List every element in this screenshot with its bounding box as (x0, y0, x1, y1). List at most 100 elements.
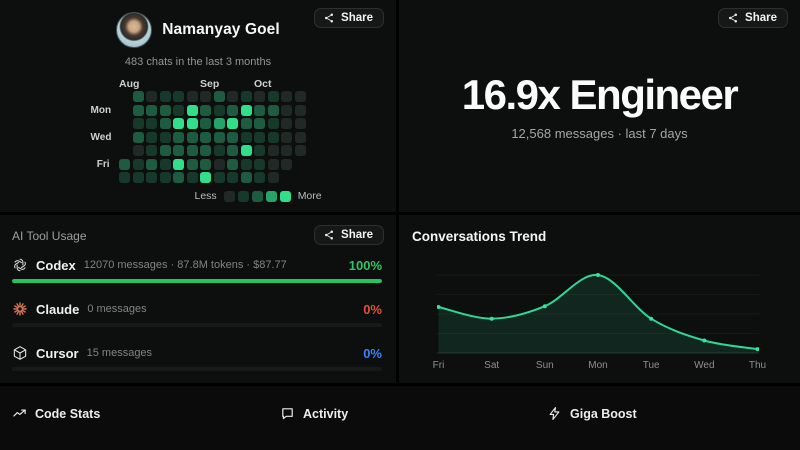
heatmap-cell[interactable] (200, 145, 211, 156)
heatmap-cell[interactable] (186, 172, 198, 183)
heatmap-cell[interactable] (146, 145, 157, 156)
heatmap-cell[interactable] (267, 118, 279, 129)
heatmap-cell[interactable] (186, 104, 198, 116)
heatmap-cell[interactable] (267, 172, 279, 183)
heatmap-cell[interactable] (254, 118, 265, 129)
heatmap-cell[interactable] (213, 118, 225, 129)
heatmap-cell[interactable] (173, 91, 184, 102)
share-button[interactable]: Share (718, 8, 788, 28)
heatmap-cell[interactable] (173, 104, 184, 116)
heatmap-cell[interactable] (281, 104, 292, 116)
heatmap-month-labels: Aug Sep Oct (91, 78, 306, 91)
heatmap-cell[interactable] (227, 91, 238, 102)
heatmap-cell[interactable] (132, 118, 144, 129)
heatmap-cell[interactable] (186, 91, 198, 102)
heatmap-cell[interactable] (267, 145, 279, 156)
heatmap-cell[interactable] (186, 158, 198, 170)
heatmap-cell[interactable] (186, 131, 198, 143)
heatmap-cell[interactable] (267, 158, 279, 170)
heatmap-cell[interactable] (146, 118, 157, 129)
heatmap-cell[interactable] (281, 145, 292, 156)
heatmap-cell[interactable] (132, 158, 144, 170)
heatmap-cell[interactable] (173, 145, 184, 156)
footer-item-giga-boost[interactable]: Giga Boost (535, 386, 800, 421)
heatmap-cell[interactable] (294, 91, 306, 102)
heatmap-cell[interactable] (240, 172, 252, 183)
heatmap-cell[interactable] (159, 145, 171, 156)
footer-item-code-stats[interactable]: Code Stats (0, 386, 268, 421)
heatmap-cell[interactable] (200, 104, 211, 116)
heatmap-cell[interactable] (240, 145, 252, 156)
heatmap-cell[interactable] (254, 104, 265, 116)
heatmap-cell[interactable] (240, 91, 252, 102)
legend-more-label: More (297, 190, 322, 202)
heatmap-cell[interactable] (294, 131, 306, 143)
heatmap-cell[interactable] (159, 118, 171, 129)
heatmap-cell[interactable] (146, 158, 157, 170)
heatmap-cell[interactable] (132, 131, 144, 143)
heatmap-cell[interactable] (132, 91, 144, 102)
heatmap-cell[interactable] (227, 118, 238, 129)
heatmap-cell[interactable] (200, 172, 211, 183)
heatmap-cell[interactable] (227, 104, 238, 116)
heatmap-cell[interactable] (267, 104, 279, 116)
heatmap-cell[interactable] (240, 118, 252, 129)
heatmap-cell[interactable] (213, 172, 225, 183)
heatmap-cell[interactable] (240, 131, 252, 143)
heatmap-cell[interactable] (294, 104, 306, 116)
heatmap-cell[interactable] (213, 104, 225, 116)
footer-item-activity[interactable]: Activity (268, 386, 535, 421)
heatmap-cell[interactable] (227, 172, 238, 183)
heatmap-cell[interactable] (200, 91, 211, 102)
heatmap-cell[interactable] (240, 104, 252, 116)
heatmap-cell[interactable] (294, 145, 306, 156)
heatmap-cell[interactable] (267, 131, 279, 143)
heatmap-cell[interactable] (173, 118, 184, 129)
heatmap-cell[interactable] (132, 172, 144, 183)
heatmap-cell[interactable] (146, 131, 157, 143)
heatmap-cell[interactable] (213, 158, 225, 170)
heatmap-cell[interactable] (213, 91, 225, 102)
heatmap-cell[interactable] (240, 158, 252, 170)
heatmap-cell[interactable] (213, 131, 225, 143)
heatmap-cell[interactable] (173, 158, 184, 170)
heatmap-cell[interactable] (227, 131, 238, 143)
heatmap-cell[interactable] (227, 145, 238, 156)
heatmap-cell[interactable] (254, 91, 265, 102)
heatmap-cell[interactable] (254, 158, 265, 170)
heatmap-cell[interactable] (159, 91, 171, 102)
heatmap-cell[interactable] (159, 158, 171, 170)
heatmap-cell[interactable] (173, 172, 184, 183)
heatmap-cell[interactable] (200, 158, 211, 170)
share-button[interactable]: Share (314, 8, 384, 28)
heatmap-cell[interactable] (132, 145, 144, 156)
heatmap-cell[interactable] (281, 91, 292, 102)
heatmap-cell[interactable] (281, 118, 292, 129)
heatmap-cell[interactable] (254, 131, 265, 143)
heatmap-cell[interactable] (119, 172, 130, 183)
heatmap-cell[interactable] (281, 158, 292, 170)
heatmap-cell[interactable] (159, 131, 171, 143)
heatmap-cell[interactable] (159, 104, 171, 116)
heatmap-cell[interactable] (200, 131, 211, 143)
heatmap-cell[interactable] (267, 91, 279, 102)
heatmap-cell[interactable] (173, 131, 184, 143)
heatmap-cell[interactable] (132, 104, 144, 116)
heatmap-cell[interactable] (254, 145, 265, 156)
heatmap-cell[interactable] (227, 158, 238, 170)
heatmap-cell[interactable] (254, 172, 265, 183)
heatmap-cell[interactable] (186, 118, 198, 129)
heatmap-cell[interactable] (146, 91, 157, 102)
heatmap-cell[interactable] (159, 172, 171, 183)
heatmap-cell[interactable] (186, 145, 198, 156)
share-button[interactable]: Share (314, 225, 384, 245)
heatmap-cell[interactable] (146, 172, 157, 183)
heatmap-cell[interactable] (146, 104, 157, 116)
heatmap-cell[interactable] (213, 145, 225, 156)
day-label: Mon (90, 104, 112, 116)
heatmap-cell[interactable] (281, 131, 292, 143)
heatmap-cell[interactable] (119, 158, 130, 170)
legend-cell (223, 190, 235, 202)
heatmap-cell[interactable] (200, 118, 211, 129)
heatmap-cell[interactable] (294, 118, 306, 129)
